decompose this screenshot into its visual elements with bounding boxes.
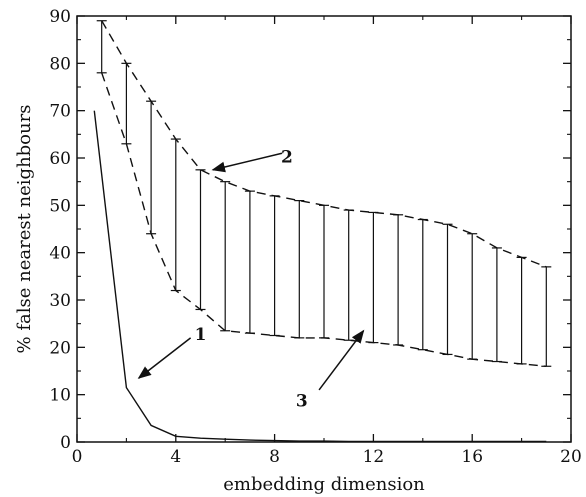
- x-tick-label: 16: [461, 447, 483, 467]
- x-tick-label: 20: [560, 447, 582, 467]
- y-tick-label: 0: [60, 433, 71, 453]
- annotation-label-1: 1: [195, 325, 207, 345]
- annotation-label-3: 3: [296, 392, 308, 412]
- annotation-label-2: 2: [281, 148, 293, 168]
- x-tick-label: 0: [72, 447, 83, 467]
- y-tick-label: 30: [49, 291, 71, 311]
- y-tick-label: 90: [49, 7, 71, 27]
- annotation-arrow-3: [318, 329, 365, 391]
- annotation-layer: 1 2 3: [137, 148, 365, 412]
- annotation-arrow-1: [137, 337, 192, 379]
- y-tick-label: 40: [49, 244, 71, 264]
- y-tick-label: 70: [49, 102, 71, 122]
- y-tick-label: 50: [49, 196, 71, 216]
- x-axis-label: embedding dimension: [223, 474, 425, 495]
- series-line-curve1: [93, 110, 547, 443]
- series-layer: [93, 20, 547, 443]
- x-tick-label: 8: [269, 447, 280, 467]
- x-tick-label: 4: [170, 447, 181, 467]
- y-tick-label: 60: [49, 149, 71, 169]
- x-tick-label: 12: [363, 447, 385, 467]
- errorbar-layer: [96, 20, 552, 367]
- y-tick-label: 10: [49, 386, 71, 406]
- y-axis-label: % false nearest neighbours: [14, 105, 35, 354]
- y-tick-label: 80: [49, 54, 71, 74]
- y-tick-label: 20: [49, 338, 71, 358]
- annotation-arrow-2: [211, 152, 283, 173]
